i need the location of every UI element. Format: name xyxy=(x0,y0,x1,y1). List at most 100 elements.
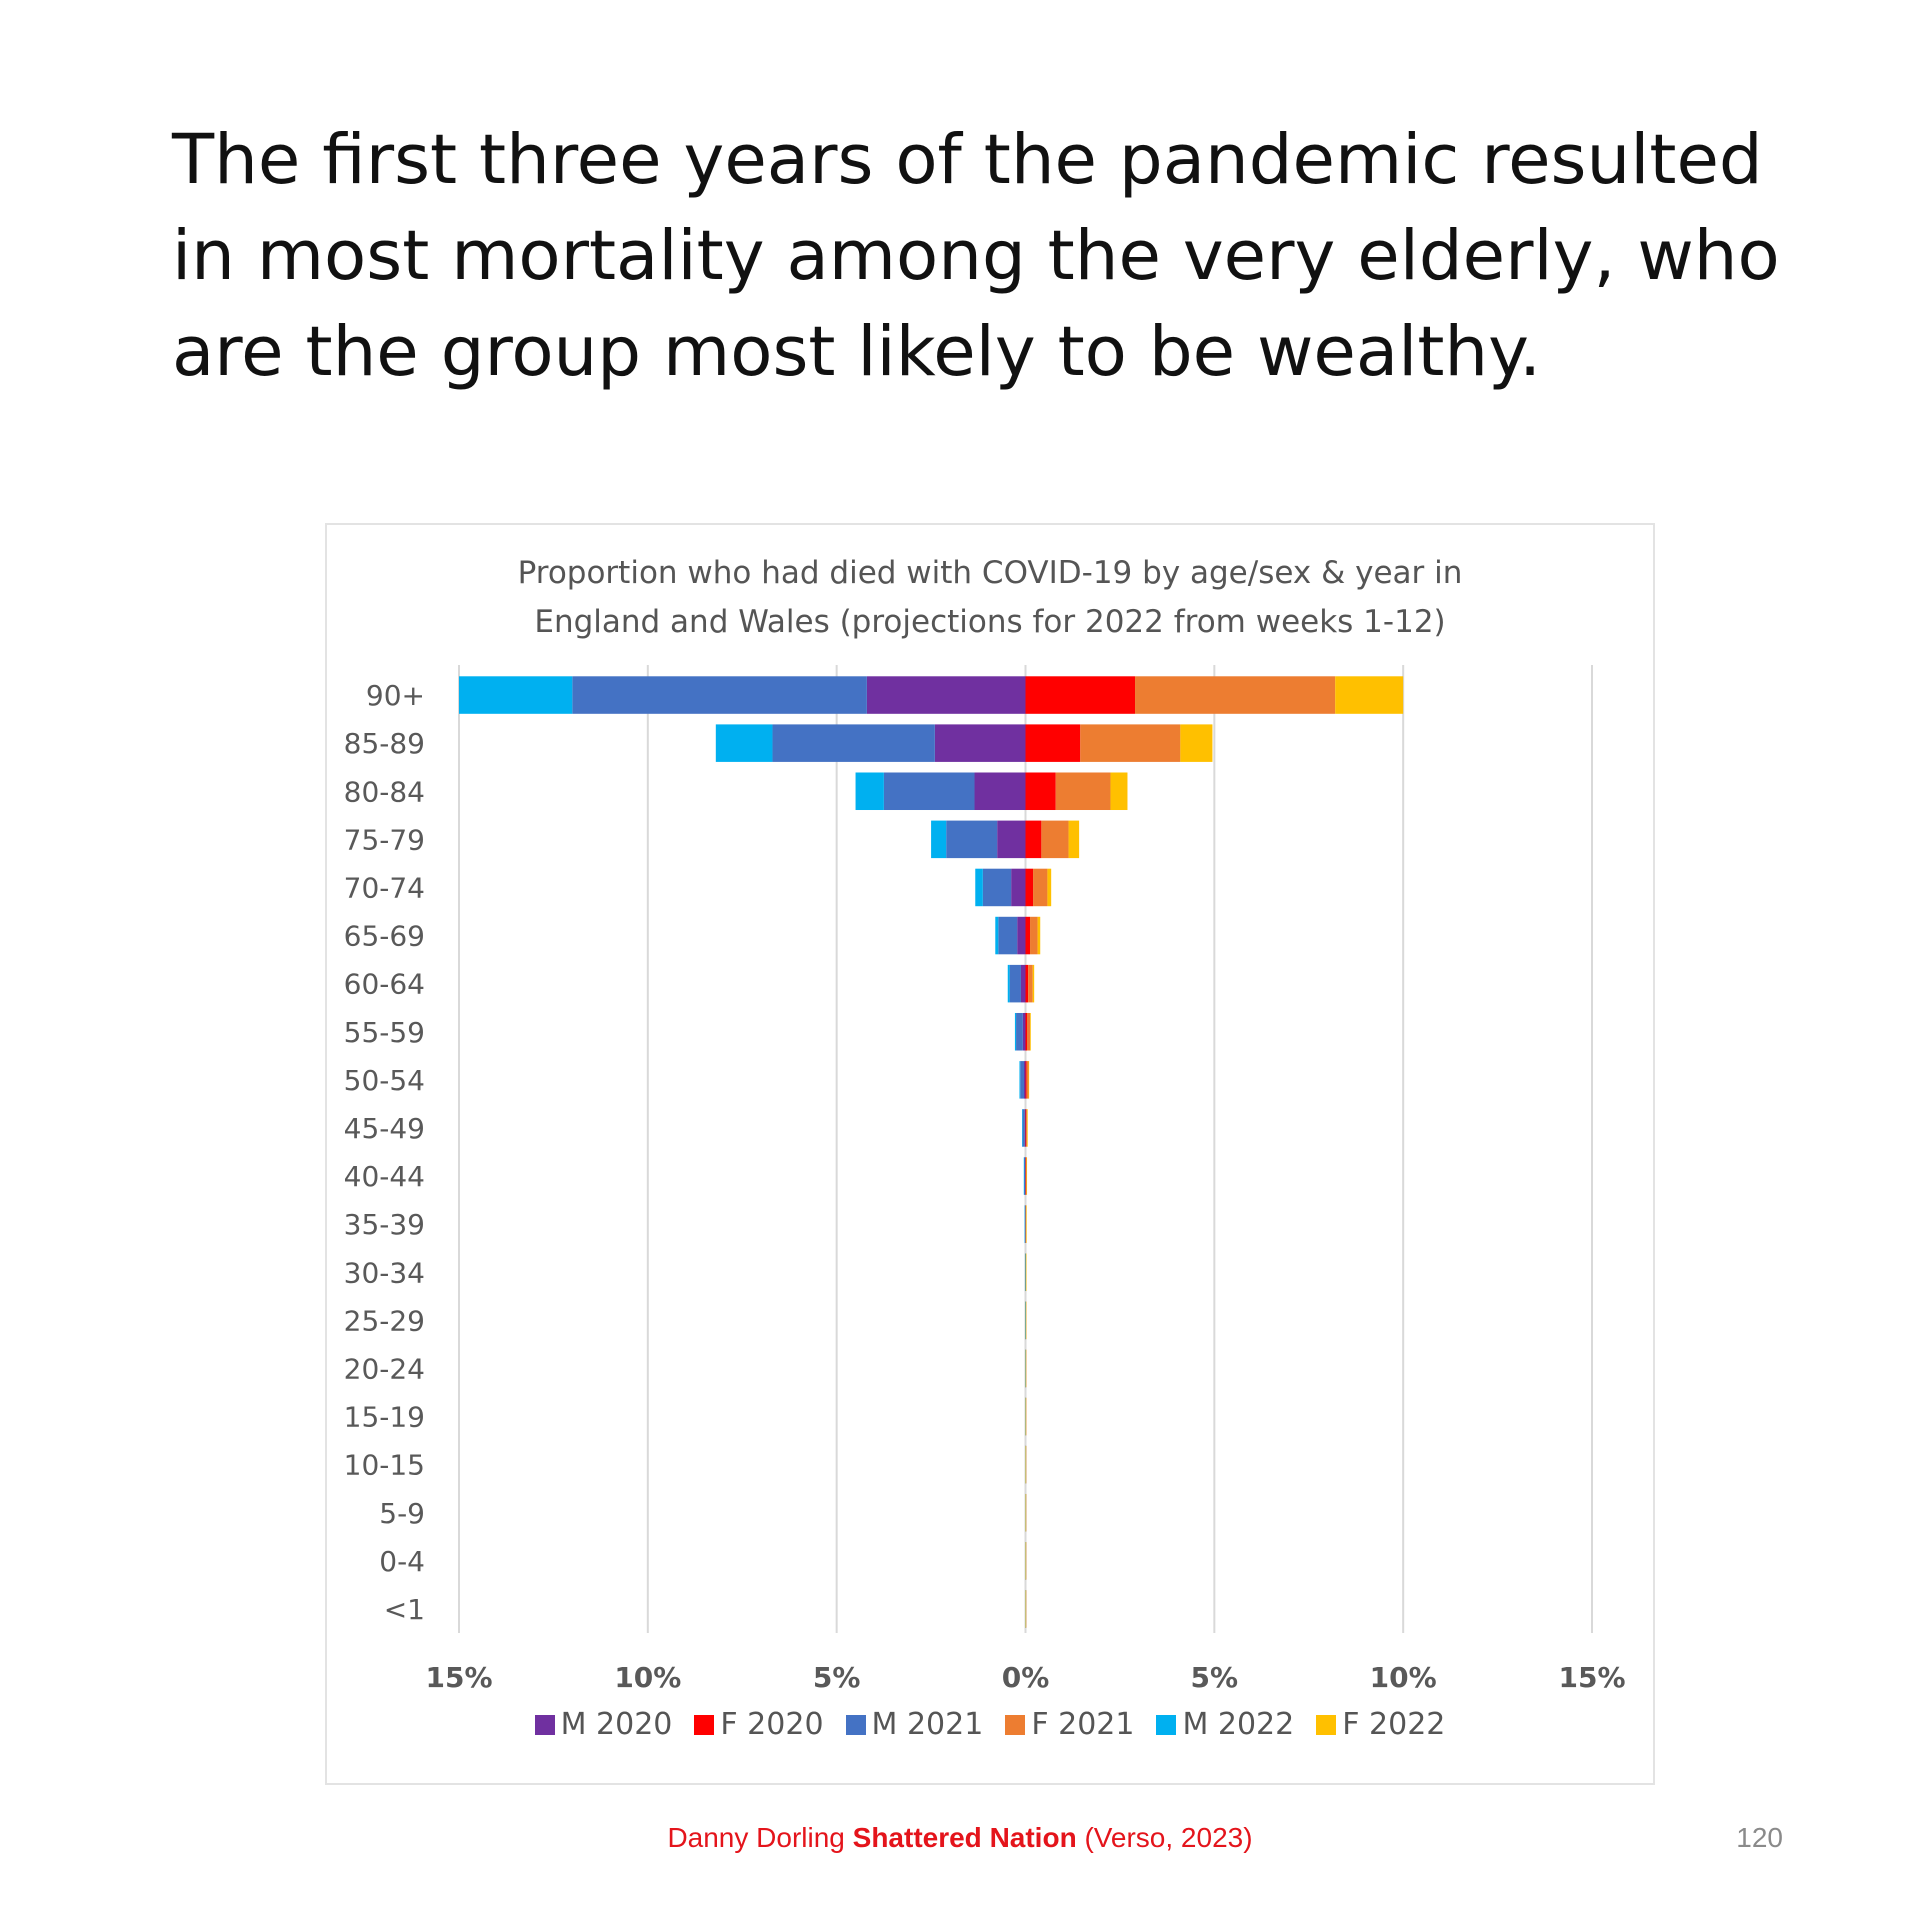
bar-segment xyxy=(946,820,998,859)
y-category-label: 25-29 xyxy=(344,1304,425,1337)
x-tick-label: 10% xyxy=(614,1661,681,1694)
bar-segment xyxy=(1025,1301,1027,1340)
bar-segment xyxy=(1025,1590,1027,1628)
bar-segment xyxy=(1041,820,1069,859)
bar-segment xyxy=(1027,1109,1028,1147)
bar-segment xyxy=(1025,1157,1027,1195)
bar-segment xyxy=(1025,1253,1027,1292)
x-tick-label: 15% xyxy=(1558,1661,1625,1694)
bar-segment xyxy=(1030,916,1038,955)
bar-segment xyxy=(1026,1109,1028,1147)
bar-segment xyxy=(883,772,975,811)
bar-segment xyxy=(1068,820,1080,859)
bar-segment xyxy=(1020,1061,1024,1099)
bar-segment xyxy=(1025,916,1031,955)
bar-segment xyxy=(1026,1157,1028,1195)
bar-segment xyxy=(1032,964,1035,1003)
bar-segment xyxy=(1025,1349,1027,1388)
bar-segment xyxy=(1025,1109,1027,1147)
y-category-label: 40-44 xyxy=(344,1160,425,1193)
y-category-label: <1 xyxy=(384,1593,425,1626)
bar-segment xyxy=(1025,724,1081,762)
y-category-label: 0-4 xyxy=(379,1545,425,1578)
bar-segment xyxy=(1055,772,1111,811)
bar-segment xyxy=(1080,724,1181,762)
bar-segment xyxy=(1025,1012,1028,1051)
bar-segment xyxy=(1028,1061,1030,1099)
bar-segment xyxy=(931,820,947,859)
bar-segment xyxy=(1024,1253,1026,1292)
bar-segment xyxy=(975,868,983,907)
bar-segment xyxy=(1025,1397,1027,1436)
bar-segment xyxy=(1180,724,1213,762)
x-tick-label: 5% xyxy=(813,1661,861,1694)
legend-label: F 2020 xyxy=(720,1707,824,1742)
bar-segment xyxy=(1007,964,1010,1003)
bar-segment xyxy=(1025,1349,1026,1388)
y-category-label: 15-19 xyxy=(344,1401,425,1434)
bar-segment xyxy=(1025,1205,1027,1243)
y-category-label: 90+ xyxy=(366,679,425,712)
legend-swatch xyxy=(845,1714,866,1735)
y-category-label: 20-24 xyxy=(344,1352,425,1385)
bar-segment xyxy=(1022,1012,1026,1051)
bar-segment xyxy=(1025,820,1042,859)
bar-segment xyxy=(1030,1012,1031,1051)
bar-segment xyxy=(1027,1012,1031,1051)
bar-segment xyxy=(1023,1157,1025,1195)
legend-label: M 2021 xyxy=(871,1707,984,1742)
bar-segment xyxy=(1028,964,1033,1003)
y-category-label: 45-49 xyxy=(344,1112,425,1145)
bar-segment xyxy=(772,724,935,762)
legend-label: M 2022 xyxy=(1182,1707,1295,1742)
chart-title-line-1: Proportion who had died with COVID-19 by… xyxy=(517,555,1463,591)
bar-segment xyxy=(1025,1301,1026,1340)
bar-segment xyxy=(1025,1493,1027,1532)
bar-segment xyxy=(1025,676,1136,714)
bar-segment xyxy=(1047,868,1052,907)
y-category-label: 80-84 xyxy=(344,775,425,808)
bar-segment xyxy=(1033,868,1048,907)
legend-swatch xyxy=(1005,1714,1026,1735)
bar-segment xyxy=(1016,1012,1023,1051)
bar-segment xyxy=(934,724,1026,762)
bar-segment xyxy=(1135,676,1336,714)
chart-title-line-2: England and Wales (projections for 2022 … xyxy=(534,604,1446,640)
legend-label: F 2022 xyxy=(1342,1707,1446,1742)
chart-plot: 15% 10% 5% 0% 5% 10% 15% 90+ 85-89 80-84 75-79 70-7… xyxy=(344,665,1626,1694)
page-number: 120 xyxy=(1736,1822,1783,1853)
y-category-label: 30-34 xyxy=(344,1256,425,1289)
legend-item: M 2022 xyxy=(1156,1707,1294,1742)
bar-segment xyxy=(1037,916,1041,955)
bar-segment xyxy=(1020,964,1026,1003)
legend-item: F 2022 xyxy=(1316,1707,1445,1742)
bar-segment xyxy=(459,676,573,714)
x-tick-label: 15% xyxy=(425,1661,492,1694)
bar-segment xyxy=(855,772,884,811)
x-tick-label: 0% xyxy=(1002,1661,1050,1694)
legend-label: M 2020 xyxy=(560,1707,673,1742)
chart-legend: M 2020 F 2020 M 2021 F 2021 M 2022 F 2022 xyxy=(327,1707,1653,1742)
bar-segment xyxy=(1025,1542,1027,1580)
bar-segment xyxy=(1025,1061,1027,1099)
bar-segment xyxy=(866,676,1026,714)
legend-item: M 2020 xyxy=(534,1707,673,1742)
legend-item: M 2021 xyxy=(845,1707,984,1742)
slide-headline: The first three years of the pandemic re… xyxy=(172,120,1780,392)
y-category-label: 5-9 xyxy=(379,1497,425,1530)
bar-segment xyxy=(1014,1012,1017,1051)
citation-author: Danny Dorling xyxy=(667,1822,845,1853)
bar-segment xyxy=(1110,772,1128,811)
legend-swatch xyxy=(1156,1714,1177,1735)
y-category-label: 70-74 xyxy=(344,871,425,904)
x-tick-label: 5% xyxy=(1191,1661,1239,1694)
y-category-label: 50-54 xyxy=(344,1064,425,1097)
bar-segment xyxy=(1011,868,1026,907)
y-category-label: 55-59 xyxy=(344,1016,425,1049)
bar-segment xyxy=(1019,1061,1021,1099)
bar-segment xyxy=(572,676,867,714)
bar-segment xyxy=(1025,772,1056,811)
bar-segment xyxy=(982,868,1012,907)
legend-item: F 2021 xyxy=(1005,1707,1134,1742)
y-category-label: 65-69 xyxy=(344,920,425,953)
